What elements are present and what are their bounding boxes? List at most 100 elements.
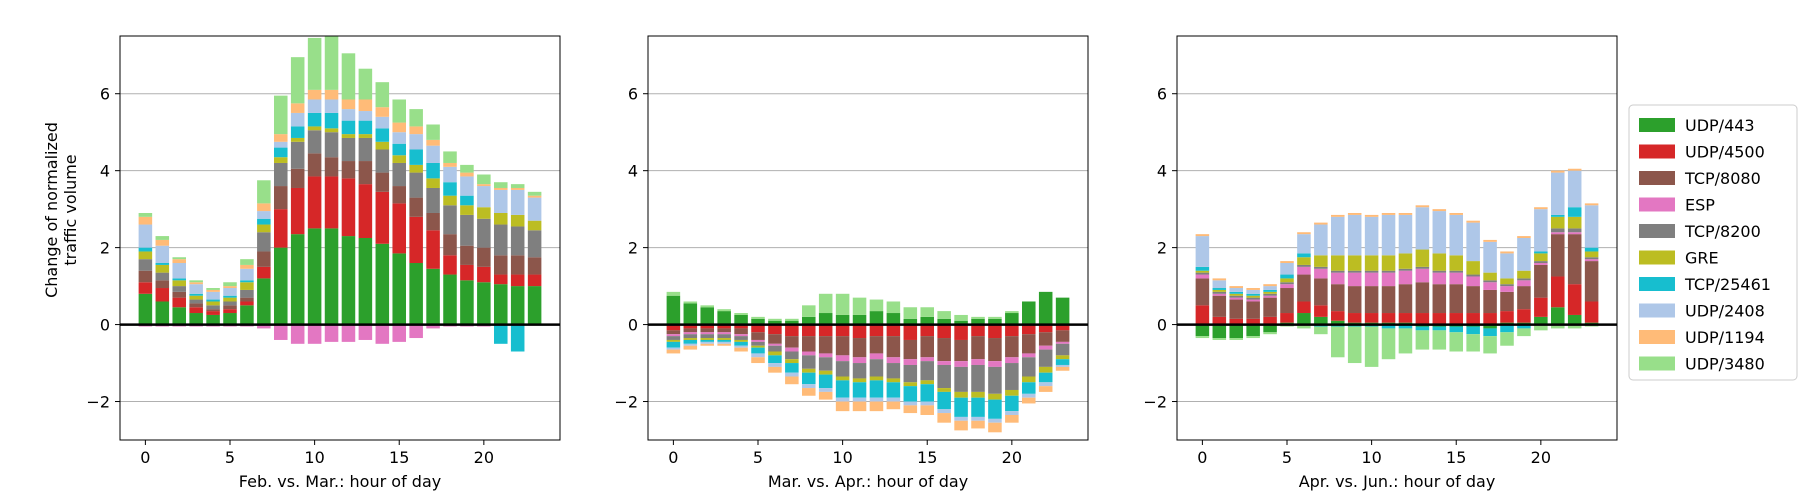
bar-segment (1005, 395, 1019, 412)
bar-segment (1246, 297, 1260, 300)
bar-segment (290, 234, 305, 325)
bar-segment (341, 134, 356, 138)
bar-segment (443, 151, 457, 163)
bar-segment (274, 186, 288, 210)
x-tick-label: 5 (753, 448, 763, 467)
bar-segment (700, 341, 714, 344)
legend-label: UDP/2408 (1685, 302, 1765, 321)
legend-swatch (1639, 224, 1675, 238)
bar-segment (1229, 324, 1243, 339)
bar-segment (1005, 357, 1019, 364)
bar-segment (409, 126, 423, 135)
bar-segment (1398, 313, 1413, 323)
bar-segment (138, 224, 153, 248)
bar-segment (341, 53, 356, 100)
bar-segment (886, 378, 901, 383)
bar-segment (206, 289, 220, 292)
bar-segment (460, 176, 474, 196)
bar-segment (920, 361, 934, 381)
bar-segment (426, 162, 440, 179)
bar-segment (358, 161, 373, 185)
bar-segment (768, 324, 782, 335)
bar-segment (785, 363, 799, 373)
bar-segment (1263, 293, 1277, 296)
bar-segment (358, 184, 373, 238)
bar-segment (1534, 251, 1548, 254)
bar-segment (257, 224, 271, 233)
bar-segment (971, 359, 985, 365)
bar-segment (206, 291, 220, 300)
bar-segment (392, 132, 406, 144)
bar-segment (768, 334, 782, 344)
bar-segment (818, 388, 833, 392)
bar-segment (1212, 278, 1227, 281)
bar-segment (443, 166, 457, 183)
bar-segment (1432, 211, 1447, 254)
bar-segment (341, 99, 356, 110)
bar-segment (869, 376, 884, 381)
bar-segment (852, 401, 867, 412)
bar-segment (734, 328, 748, 335)
bar-segment (426, 212, 440, 231)
bar-segment (1584, 247, 1599, 252)
bar-segment (409, 109, 423, 127)
bar-segment (971, 318, 985, 325)
bar-segment (1347, 313, 1362, 323)
bar-segment (1517, 236, 1531, 238)
bar-segment (1314, 255, 1328, 267)
bar-segment (307, 126, 322, 131)
bar-segment (460, 164, 474, 173)
bar-segment (802, 305, 816, 317)
bar-segment (206, 314, 220, 325)
bar-segment (443, 205, 457, 235)
bar-segment (1398, 268, 1413, 271)
bar-segment (426, 230, 440, 269)
bar-segment (971, 316, 985, 319)
bar-segment (206, 305, 220, 310)
bar-segment (937, 413, 951, 423)
bar-segment (785, 359, 799, 364)
bar-segment (1449, 270, 1463, 273)
bar-segment (409, 197, 423, 217)
bar-segment (937, 361, 951, 365)
bar-segment (1297, 266, 1311, 275)
bar-segment (206, 309, 220, 312)
bar-segment (1415, 207, 1430, 250)
bar-segment (1567, 314, 1582, 325)
bar-segment (1005, 324, 1019, 337)
bar-segment (240, 259, 254, 265)
bar-segment (1381, 272, 1396, 287)
bar-segment (954, 320, 968, 325)
bar-segment (1415, 282, 1430, 314)
bar-segment (460, 264, 474, 281)
bar-segment (1364, 326, 1379, 367)
bar-segment (717, 341, 731, 344)
bar-segment (257, 203, 271, 212)
bar-segment (510, 286, 525, 325)
bar-segment (155, 280, 170, 289)
bar-segment (1432, 253, 1447, 271)
bar-segment (1517, 278, 1531, 281)
bar-segment (785, 347, 799, 352)
bar-segment (1534, 261, 1548, 264)
bar-segment (1246, 324, 1260, 337)
y-axis-label: Change of normalizedtraffic volume (42, 122, 80, 298)
bar-segment (290, 57, 305, 104)
bar-segment (426, 145, 440, 163)
bar-segment (1483, 239, 1497, 242)
bar-segment (358, 134, 373, 138)
bar-segment (802, 368, 816, 373)
bar-segment (971, 336, 985, 360)
bar-segment (1195, 236, 1210, 267)
bar-segment (1517, 328, 1531, 337)
bar-segment (1517, 280, 1531, 287)
bar-segment (869, 311, 884, 325)
bar-segment (1517, 238, 1531, 271)
bar-segment (768, 363, 782, 367)
bar-segment (1229, 299, 1243, 319)
bar-segment (1195, 274, 1210, 279)
bar-segment (290, 137, 305, 142)
bar-segment (988, 366, 1002, 394)
bar-segment (954, 397, 968, 417)
bar-segment (1195, 336, 1210, 339)
